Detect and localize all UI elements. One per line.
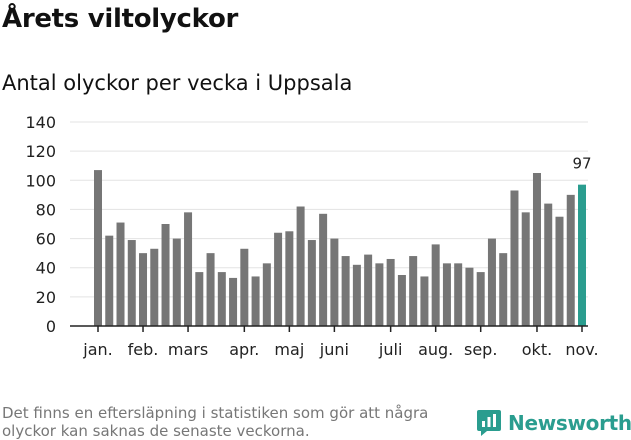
x-tick-label: mars: [168, 340, 208, 359]
bar: [420, 276, 429, 326]
x-axis-ticks: jan. feb. mars apr. maj juni juli aug. sep. okt. n…: [82, 326, 599, 359]
bar: [431, 244, 440, 326]
bar: [544, 203, 553, 326]
bar: [555, 216, 564, 326]
bar-highlight: [578, 184, 586, 326]
bar: [229, 277, 238, 326]
x-tick-label: nov.: [565, 340, 598, 359]
bar: [217, 272, 226, 326]
bar: [409, 256, 418, 326]
y-tick-label: 20: [36, 288, 56, 307]
bar: [499, 253, 508, 326]
bar: [319, 213, 328, 326]
bar: [532, 173, 541, 326]
y-tick-label: 120: [25, 142, 56, 161]
x-tick-label: maj: [274, 340, 304, 359]
bars: [94, 170, 586, 326]
bar: [195, 272, 204, 326]
x-tick-label: aug.: [418, 340, 453, 359]
bar: [375, 263, 384, 326]
x-tick-label: okt.: [522, 340, 552, 359]
brand-logo: Newsworthy: [476, 409, 631, 437]
y-tick-label: 60: [36, 230, 56, 249]
grid-lines: [70, 121, 588, 298]
y-tick-label: 80: [36, 200, 56, 219]
chart-subtitle: Antal olyckor per vecka i Uppsala: [2, 71, 353, 95]
x-tick-label: jan.: [82, 340, 112, 359]
bar: [566, 194, 575, 326]
bar: [184, 212, 193, 326]
y-axis-ticks: 0 20 40 60 80 100 120 140: [25, 113, 56, 336]
bar: [465, 267, 474, 326]
bar: [127, 240, 136, 326]
y-tick-label: 40: [36, 259, 56, 278]
bar: [296, 206, 305, 326]
brand-name: Newsworthy: [508, 411, 631, 435]
chart-title: Årets viltolyckor: [2, 4, 239, 34]
y-tick-label: 140: [25, 113, 56, 132]
bar: [150, 248, 159, 326]
x-tick-label: juli: [378, 340, 402, 359]
bar: [172, 238, 181, 326]
footnote: Det finns en eftersläpning i statistiken…: [2, 404, 429, 440]
bar: [364, 254, 373, 326]
bar: [105, 235, 114, 326]
y-tick-label: 100: [25, 171, 56, 190]
bar: [487, 238, 496, 326]
bar: [352, 264, 361, 326]
bar: [386, 258, 395, 326]
highlight-value-label: 97: [572, 155, 591, 173]
bar: [397, 275, 406, 326]
bar: [476, 272, 485, 326]
bar: [262, 263, 271, 326]
data-labels: 97: [572, 155, 591, 173]
bar: [285, 231, 294, 326]
bar: [454, 263, 463, 326]
newsworthy-logo-icon: [477, 410, 501, 436]
bar: [521, 212, 530, 326]
bar: [341, 256, 350, 326]
bar: [94, 170, 102, 326]
bar: [161, 224, 170, 326]
bar: [442, 263, 451, 326]
bar: [116, 222, 125, 326]
bar: [206, 253, 215, 326]
x-tick-label: juni: [319, 340, 349, 359]
bar: [274, 232, 283, 326]
bar: [330, 238, 339, 326]
y-tick-label: 0: [46, 317, 56, 336]
bar: [510, 190, 519, 326]
bar: [307, 240, 316, 326]
x-tick-label: feb.: [128, 340, 159, 359]
bar: [251, 276, 260, 326]
bar: [240, 248, 249, 326]
x-tick-label: apr.: [229, 340, 259, 359]
bar: [139, 253, 148, 326]
x-tick-label: sep.: [464, 340, 497, 359]
